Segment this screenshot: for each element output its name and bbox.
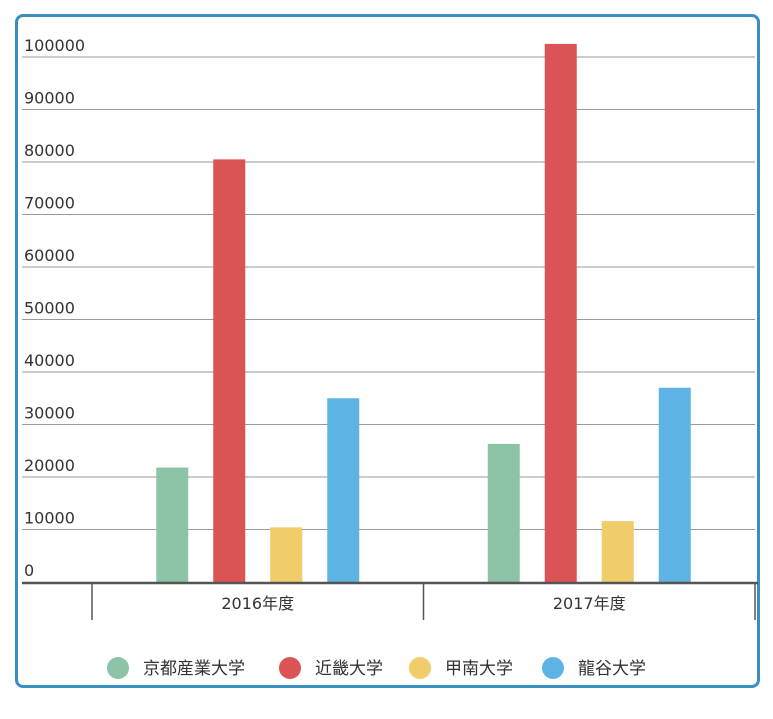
y-tick-label: 70000 [24, 194, 75, 213]
bar [601, 521, 634, 582]
y-tick-label: 10000 [24, 509, 75, 528]
gridlines [22, 56, 755, 530]
legend-label: 龍谷大学 [578, 659, 646, 679]
y-tick-label: 60000 [24, 246, 75, 265]
legend-marker [542, 657, 564, 679]
bar [544, 43, 577, 582]
bar [156, 467, 189, 582]
y-tick-label: 30000 [24, 404, 75, 423]
y-axis-ticks: 0 10000 20000 30000 40000 50000 60000 70000 8000… [24, 36, 85, 580]
x-axis: 2016年度 2017年度 [22, 581, 758, 620]
y-tick-label: 80000 [24, 141, 75, 160]
legend: 京都産業大学 近畿大学 甲南大学 龍谷大学 [107, 657, 646, 679]
y-tick-label: 20000 [24, 456, 75, 475]
y-tick-label: 90000 [24, 89, 75, 108]
bar [270, 527, 303, 582]
bars [156, 43, 691, 582]
bar [658, 387, 691, 582]
bar [327, 398, 360, 582]
legend-marker [409, 657, 431, 679]
y-tick-label: 50000 [24, 299, 75, 318]
legend-label: 甲南大学 [445, 659, 513, 679]
legend-item: 龍谷大学 [542, 657, 646, 679]
y-tick-label: 0 [24, 561, 34, 580]
bar [213, 159, 246, 582]
legend-label: 近畿大学 [315, 659, 383, 679]
legend-item: 近畿大学 [279, 657, 383, 679]
legend-label: 京都産業大学 [143, 659, 245, 679]
y-tick-label: 40000 [24, 351, 75, 370]
chart-frame [15, 14, 760, 688]
x-tick-label: 2017年度 [553, 594, 626, 613]
x-tick-label: 2016年度 [221, 594, 294, 613]
legend-marker [107, 657, 129, 679]
y-tick-label: 100000 [24, 36, 85, 55]
legend-marker [279, 657, 301, 679]
legend-item: 甲南大学 [409, 657, 513, 679]
legend-item: 京都産業大学 [107, 657, 245, 679]
bar [487, 443, 520, 582]
